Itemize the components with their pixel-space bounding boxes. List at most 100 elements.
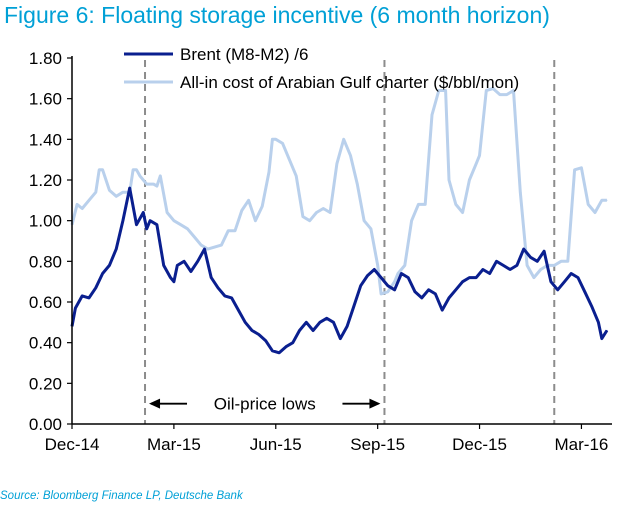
charter-point-37 xyxy=(282,142,284,144)
brent-point-22 xyxy=(203,248,206,250)
brent-point-60 xyxy=(462,281,464,283)
charter-point-7 xyxy=(105,179,107,181)
brent-point-44 xyxy=(353,305,355,307)
series-line-brent xyxy=(70,186,609,355)
brent-point-34 xyxy=(285,346,287,348)
charter-point-28 xyxy=(227,230,229,232)
brent-point-72 xyxy=(543,250,545,252)
charter-point-52 xyxy=(380,293,382,295)
brent-point-55 xyxy=(428,289,430,291)
y-tick-label-7: 1.40 xyxy=(29,130,62,149)
brent-point-8 xyxy=(122,220,124,222)
brent-point-76 xyxy=(570,272,572,275)
brent-point-27 xyxy=(237,309,239,311)
charter-point-77 xyxy=(540,268,542,271)
brent-point-43 xyxy=(346,325,348,327)
y-tick-label-8: 1.60 xyxy=(29,90,62,109)
brent-point-67 xyxy=(509,268,511,271)
charter-point-18 xyxy=(159,175,161,177)
brent-point-7 xyxy=(115,248,117,250)
chart-title: Figure 6: Floating storage incentive (6 … xyxy=(4,2,550,28)
brent-point-47 xyxy=(373,268,375,271)
brent-point-38 xyxy=(312,329,314,332)
charter-point-64 xyxy=(455,203,457,205)
charter-point-73 xyxy=(512,89,515,92)
y-tick-label-9: 1.80 xyxy=(29,49,62,68)
charter-point-55 xyxy=(397,272,399,275)
brent-point-42 xyxy=(339,338,341,340)
vlines-layer xyxy=(144,60,556,424)
series-layer xyxy=(70,87,609,355)
ticks-layer: 0.00 0.20 0.40 0.60 0.80 1.00 1.20 1.40 1.60 1.80… xyxy=(29,49,608,454)
charter-point-21 xyxy=(180,224,182,226)
charter-point-49 xyxy=(363,220,365,222)
brent-point-56 xyxy=(434,293,436,295)
brent-point-65 xyxy=(495,260,498,262)
brent-point-16 xyxy=(169,277,172,279)
charter-point-63 xyxy=(448,179,450,181)
brent-point-74 xyxy=(557,289,559,291)
charter-point-58 xyxy=(417,203,419,205)
brent-point-63 xyxy=(482,268,484,271)
brent-point-53 xyxy=(414,291,416,293)
brent-point-79 xyxy=(591,305,593,307)
axes-layer xyxy=(71,56,612,425)
brent-point-25 xyxy=(224,295,226,297)
brent-point-69 xyxy=(523,248,525,250)
charter-point-65 xyxy=(462,211,464,214)
brent-point-48 xyxy=(380,277,382,279)
brent-point-31 xyxy=(265,340,267,342)
brent-point-2 xyxy=(81,295,83,297)
brent-point-14 xyxy=(156,224,158,226)
charter-point-76 xyxy=(533,277,535,279)
brent-point-10 xyxy=(135,224,138,226)
brent-point-11 xyxy=(142,211,144,214)
brent-point-39 xyxy=(319,321,321,323)
charter-point-40 xyxy=(302,216,304,218)
brent-point-20 xyxy=(190,270,192,273)
brent-point-18 xyxy=(176,264,178,266)
charter-point-47 xyxy=(349,155,352,157)
brent-point-50 xyxy=(394,289,396,291)
brent-point-19 xyxy=(183,260,185,262)
brent-point-81 xyxy=(601,338,603,340)
brent-point-24 xyxy=(217,287,219,289)
brent-point-80 xyxy=(597,321,600,323)
charter-point-66 xyxy=(468,179,470,181)
x-tick-label-4: Dec-15 xyxy=(452,435,507,454)
charter-point-81 xyxy=(567,260,569,262)
charter-point-12 xyxy=(132,169,134,171)
charter-point-33 xyxy=(261,205,263,207)
series-line-charter xyxy=(70,87,607,296)
charter-point-14 xyxy=(139,175,141,177)
brent-point-3 xyxy=(88,297,90,299)
charter-point-42 xyxy=(315,211,318,214)
charter-point-1 xyxy=(76,203,78,205)
y-tick-label-6: 1.20 xyxy=(29,171,62,190)
charter-point-22 xyxy=(186,228,189,230)
charter-point-82 xyxy=(574,169,576,171)
brent-point-49 xyxy=(387,285,389,287)
brent-point-58 xyxy=(448,297,450,299)
brent-point-75 xyxy=(563,281,566,283)
charter-point-84 xyxy=(587,203,589,205)
annotation-arrow-left-head xyxy=(149,398,161,409)
charter-point-13 xyxy=(135,169,138,171)
x-tick-label-0: Dec-14 xyxy=(45,435,100,454)
y-tick-label-4: 0.80 xyxy=(29,252,62,271)
brent-point-41 xyxy=(332,321,335,323)
charter-point-70 xyxy=(492,87,494,90)
source-note: Source: Bloomberg Finance LP, Deutsche B… xyxy=(0,490,243,502)
charter-point-48 xyxy=(356,183,358,185)
brent-point-6 xyxy=(108,264,110,266)
charter-point-2 xyxy=(81,207,83,210)
charter-point-6 xyxy=(102,169,104,171)
annotation-text-0: Oil-price lows xyxy=(214,395,316,414)
brent-point-5 xyxy=(102,272,104,275)
charter-point-23 xyxy=(193,236,195,238)
brent-point-82 xyxy=(606,329,608,332)
charter-point-85 xyxy=(594,211,596,214)
brent-point-1 xyxy=(74,307,76,309)
charter-point-56 xyxy=(404,264,406,266)
charter-point-35 xyxy=(271,138,273,140)
